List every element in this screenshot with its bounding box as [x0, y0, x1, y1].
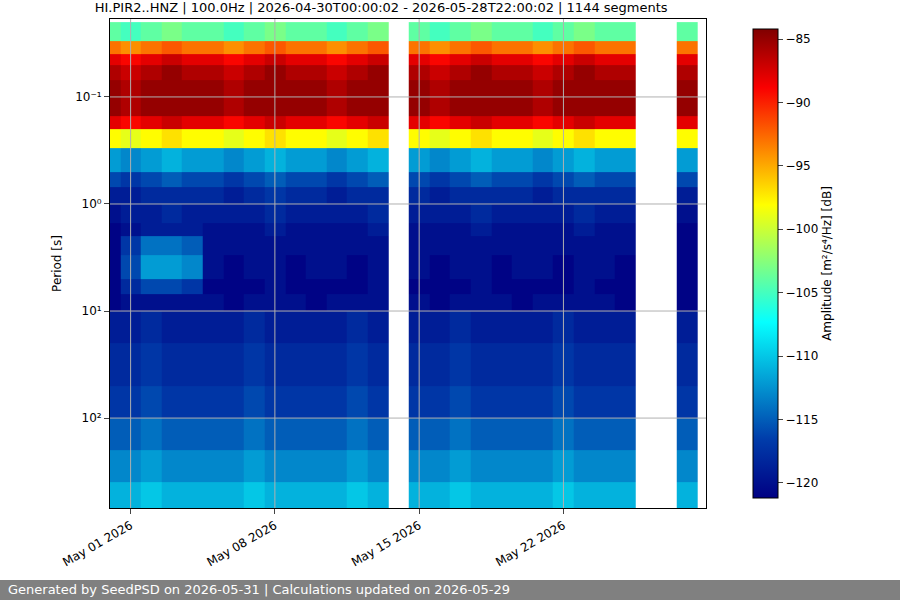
svg-text:−105: −105 — [785, 286, 818, 300]
svg-text:May 08 2026: May 08 2026 — [205, 518, 280, 569]
html-text:Generated by SeedPSD on 2026-0: Generated by SeedPSD on 2026-05-31 | Cal… — [8, 582, 510, 597]
svg-text:May 01 2026: May 01 2026 — [60, 518, 135, 569]
svg-text:−85: −85 — [785, 32, 810, 46]
svg-text:−115: −115 — [785, 413, 818, 427]
svg-text:Period [s]: Period [s] — [50, 235, 64, 292]
svg-text:−120: −120 — [785, 476, 818, 490]
svg-text:May 15 2026: May 15 2026 — [349, 518, 424, 569]
svg-text:−110: −110 — [785, 349, 818, 363]
svg-text:10²: 10² — [82, 411, 102, 425]
svg-text:10⁰: 10⁰ — [82, 197, 102, 211]
svg-text:10¹: 10¹ — [82, 304, 102, 318]
svg-text:10⁻¹: 10⁻¹ — [75, 90, 102, 104]
svg-text:−90: −90 — [785, 96, 810, 110]
svg-text:−95: −95 — [785, 159, 810, 173]
svg-text:HI.PIR2..HNZ | 100.0Hz | 2026-: HI.PIR2..HNZ | 100.0Hz | 2026-04-30T00:0… — [95, 0, 668, 15]
svg-text:−100: −100 — [785, 222, 818, 236]
svg-text:May 22 2026: May 22 2026 — [493, 518, 568, 569]
svg-text:Amplitude [m²/s⁴/Hz] [dB]: Amplitude [m²/s⁴/Hz] [dB] — [820, 186, 834, 341]
